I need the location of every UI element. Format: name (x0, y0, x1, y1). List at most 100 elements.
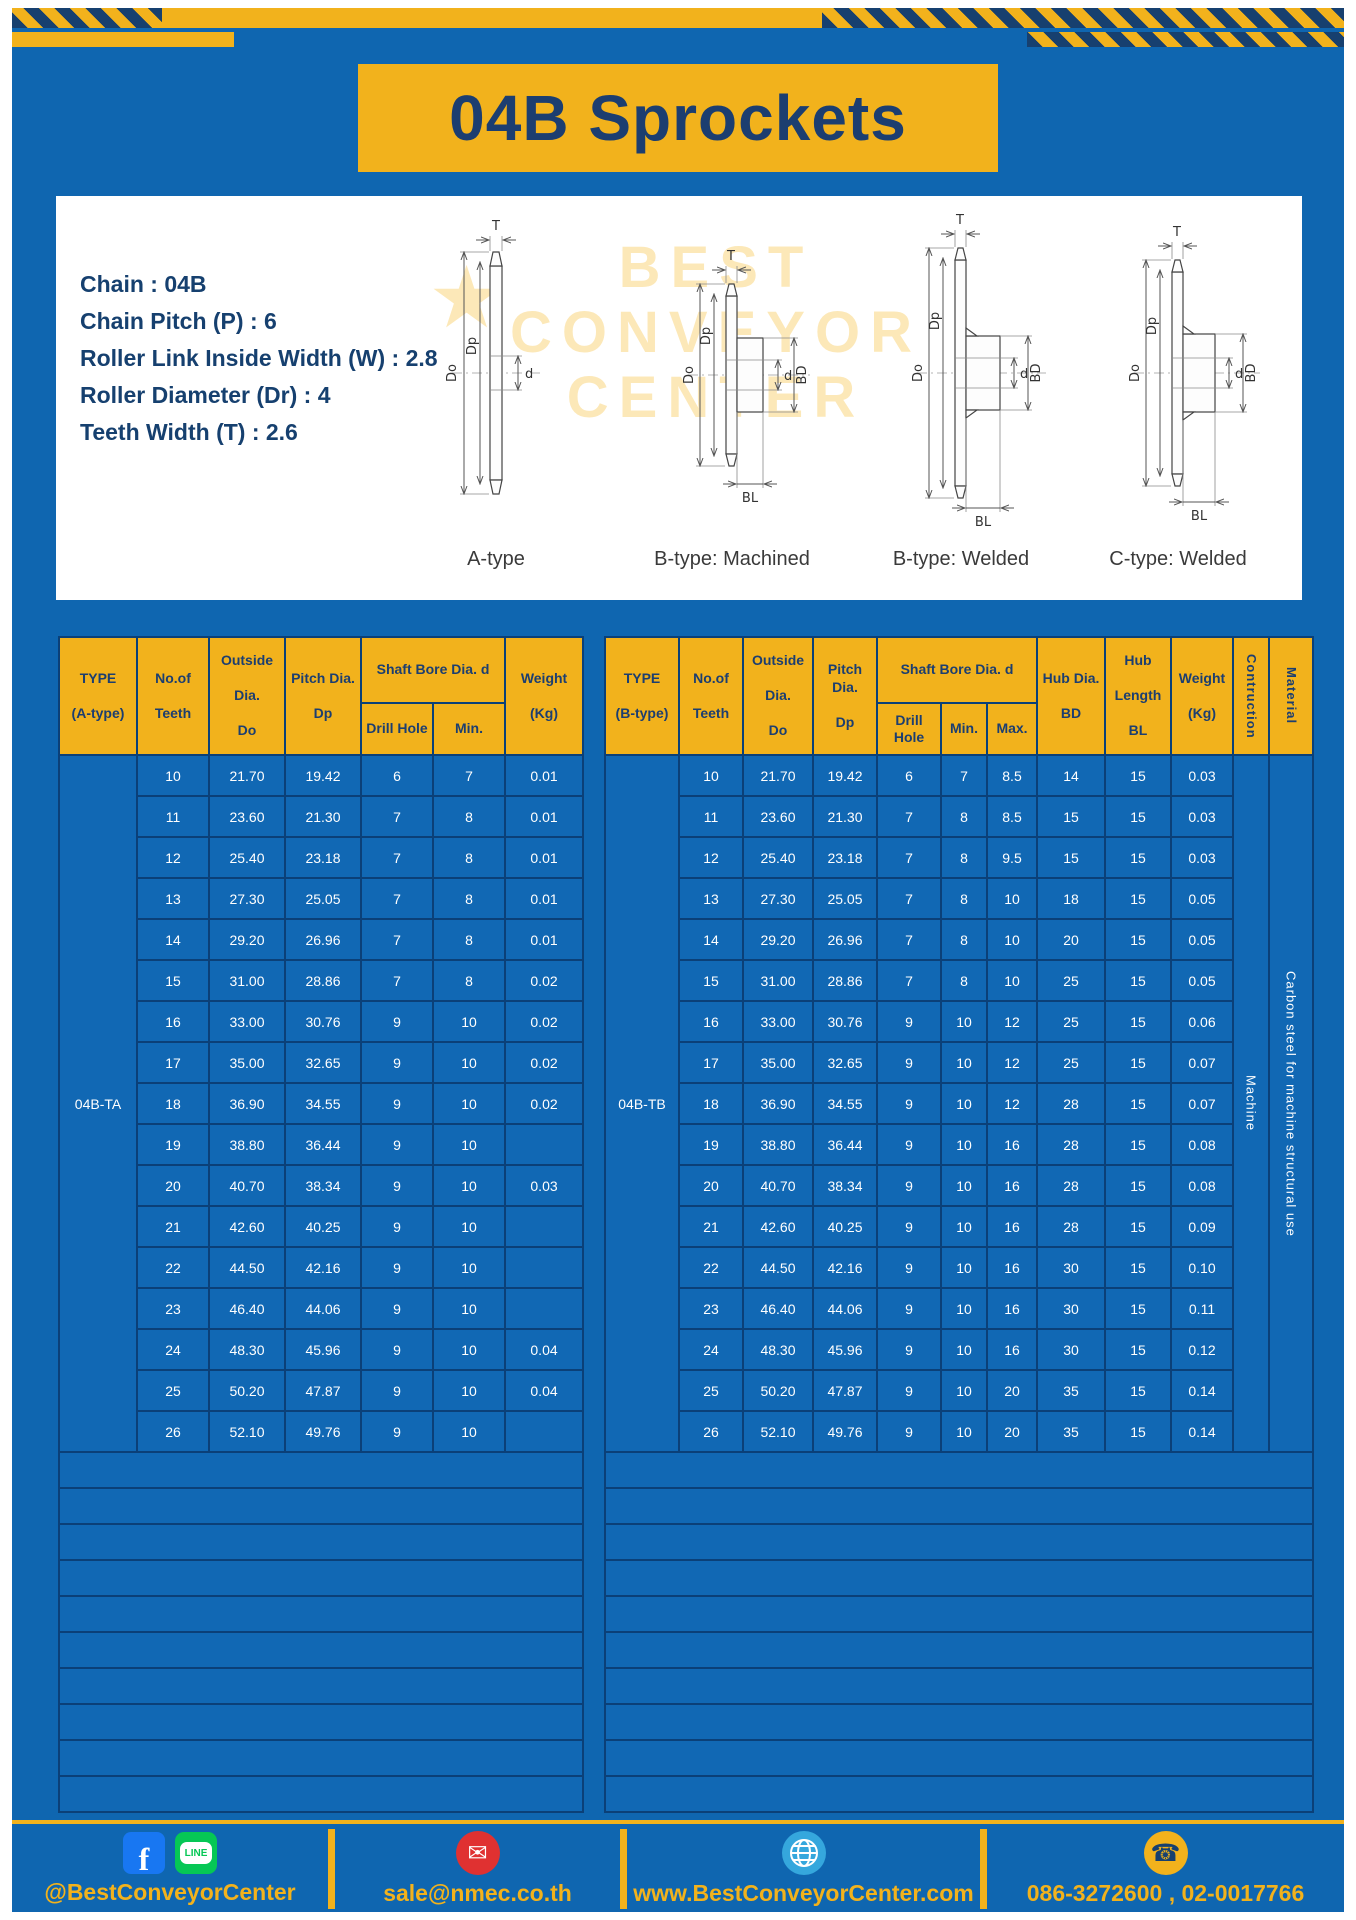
empty-cell (604, 1703, 1314, 1741)
empty-row (57, 1739, 585, 1777)
table-cell (504, 1287, 585, 1330)
table-cell: 46.40 (742, 1287, 814, 1330)
empty-row (604, 1775, 1314, 1813)
footer-divider (980, 1829, 987, 1909)
table-cell: 0.09 (1170, 1205, 1234, 1248)
table-cell: 30 (1036, 1246, 1106, 1289)
header-pitch-dia: Pitch Dia. Dp (812, 636, 878, 756)
phone-icon[interactable]: ☎ (1143, 1831, 1188, 1875)
table-cell: 48.30 (208, 1328, 286, 1371)
table-cell: 10 (986, 877, 1038, 920)
table-cell: 10 (986, 918, 1038, 961)
figure-a-type: Do Dp d T (445, 219, 540, 494)
header-outside-dia: Outside Dia. Do (208, 636, 286, 756)
drawing-caption: B-type: Machined (654, 548, 810, 570)
table-cell: 10 (940, 1287, 988, 1330)
table-cell: 15 (1104, 795, 1172, 838)
header-construction: Contruction (1232, 636, 1270, 756)
table-cell: 21 (678, 1205, 744, 1248)
table-cell: 30 (1036, 1328, 1106, 1371)
dim-label-bd: BD (795, 366, 810, 385)
footer-social: f LINE @BestConveyorCenter (16, 1826, 324, 1912)
table-cell: 25 (678, 1369, 744, 1412)
table-cell: 20 (986, 1369, 1038, 1412)
table-cell: 21.70 (742, 754, 814, 797)
table-row: 20 40.70 38.34 9 10 0.03 (59, 1164, 585, 1207)
facebook-icon[interactable]: f (123, 1832, 165, 1874)
header-weight: Weight (Kg) (1170, 636, 1234, 756)
table-row: 19 38.80 36.44 9 10 16 28 15 0.08 (605, 1123, 1313, 1166)
table-cell: 10 (940, 1369, 988, 1412)
table-row: 24 48.30 45.96 9 10 0.04 (59, 1328, 585, 1371)
table-cell: 52.10 (208, 1410, 286, 1453)
table-cell: 12 (986, 1082, 1038, 1125)
social-handle[interactable]: @BestConveyorCenter (44, 1879, 296, 1905)
table-cell: 15 (1104, 1205, 1172, 1248)
dim-label-t: T (1172, 225, 1181, 240)
table-cell: 12 (986, 1041, 1038, 1084)
table-row: 04B-TA 10 21.70 19.42 6 7 0.01 (58, 754, 585, 1453)
table-cell: 15 (136, 959, 210, 1002)
globe-icon[interactable] (781, 1831, 826, 1875)
table-cell: 30 (1036, 1287, 1106, 1330)
table-cell: 10 (431, 1205, 507, 1248)
table-cell: 7 (876, 877, 942, 920)
table-cell: 21.30 (284, 795, 362, 838)
table-cell: 19 (136, 1123, 210, 1166)
table-row: 16 33.00 30.76 9 10 0.02 (59, 1000, 585, 1043)
empty-cell (57, 1451, 585, 1489)
table-cell: 34.55 (284, 1082, 362, 1125)
table-cell: 7 (876, 918, 942, 961)
empty-cell (57, 1703, 585, 1741)
table-cell: 42.16 (284, 1246, 362, 1289)
table-cell: 30.76 (812, 1000, 878, 1043)
hazard-stripe-top-right-2 (1027, 32, 1344, 47)
empty-row (57, 1451, 585, 1489)
table-cell: 7 (876, 836, 942, 879)
footer-website: www.BestConveyorCenter.com (631, 1826, 976, 1912)
table-cell: 22 (136, 1246, 210, 1289)
table-cell: 35 (1036, 1410, 1106, 1453)
phone-text[interactable]: 086-3272600 , 02-0017766 (1026, 1880, 1305, 1906)
table-cell: 26.96 (812, 918, 878, 961)
table-cell (504, 1205, 585, 1248)
dim-label-do: Do (1128, 364, 1143, 382)
table-cell: 10 (940, 1164, 988, 1207)
table-cell: 15 (1104, 836, 1172, 879)
empty-cell (604, 1559, 1314, 1597)
header-max: Max. (986, 702, 1038, 756)
email-text[interactable]: sale@nmec.co.th (383, 1880, 572, 1906)
table-cell: 9 (876, 1000, 942, 1043)
spec-line: Roller Link Inside Width (W) : 2.8 (80, 345, 438, 371)
table-cell: 8 (431, 959, 507, 1002)
table-cell: 25.40 (208, 836, 286, 879)
dim-label-bl: BL (975, 515, 992, 530)
table-cell: 15 (1104, 1164, 1172, 1207)
table-cell: 25 (1036, 1041, 1106, 1084)
table-cell: 0.07 (1170, 1041, 1234, 1084)
table-row: 24 48.30 45.96 9 10 16 30 15 0.12 (605, 1328, 1313, 1371)
header-drill-hole: Drill Hole (876, 702, 942, 756)
table-cell: 9 (876, 1041, 942, 1084)
dim-label-do: Do (445, 364, 460, 382)
empty-cell (57, 1487, 585, 1525)
mail-icon[interactable]: ✉ (455, 1831, 500, 1875)
website-text[interactable]: www.BestConveyorCenter.com (633, 1880, 974, 1906)
header-drill-hole: Drill Hole (360, 702, 434, 756)
table-cell: 0.04 (504, 1328, 585, 1371)
table-cell: 18 (678, 1082, 744, 1125)
table-cell: 17 (136, 1041, 210, 1084)
table-row: 19 38.80 36.44 9 10 (59, 1123, 585, 1166)
table-cell: 10 (431, 1369, 507, 1412)
table-cell: 25.05 (812, 877, 878, 920)
line-icon[interactable]: LINE (175, 1832, 217, 1874)
table-cell: 10 (431, 1041, 507, 1084)
table-cell: 26 (678, 1410, 744, 1453)
figure-b-type-machined: Do Dp d BD T BL (682, 249, 810, 506)
table-cell: 20 (678, 1164, 744, 1207)
table-cell: 38.34 (284, 1164, 362, 1207)
empty-cell (604, 1667, 1314, 1705)
empty-row (57, 1775, 585, 1813)
table-cell: 23.18 (812, 836, 878, 879)
dim-label-dp: Dp (699, 327, 714, 345)
